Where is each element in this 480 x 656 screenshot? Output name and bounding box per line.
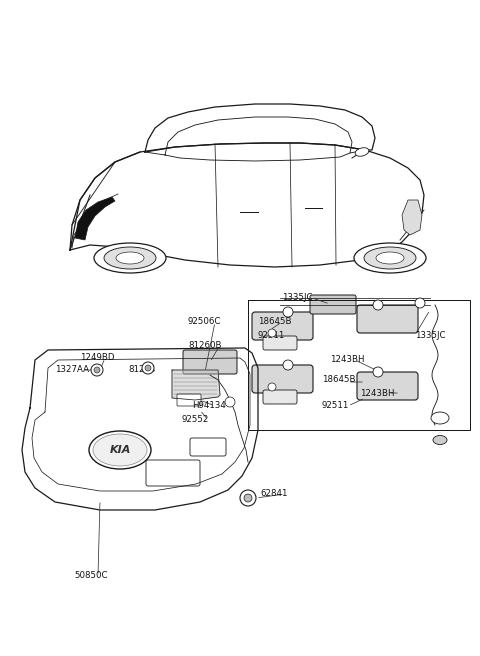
Ellipse shape <box>89 431 151 469</box>
Ellipse shape <box>354 243 426 273</box>
Ellipse shape <box>364 247 416 269</box>
Circle shape <box>225 397 235 407</box>
Text: KIA: KIA <box>109 445 131 455</box>
Text: H94134: H94134 <box>192 401 226 411</box>
FancyBboxPatch shape <box>146 460 200 486</box>
FancyBboxPatch shape <box>177 394 201 406</box>
Text: 62841: 62841 <box>260 489 288 499</box>
Text: 92511: 92511 <box>258 331 286 340</box>
Circle shape <box>283 307 293 317</box>
Circle shape <box>373 300 383 310</box>
Circle shape <box>145 365 151 371</box>
FancyBboxPatch shape <box>357 305 418 333</box>
Text: 18645B: 18645B <box>258 318 291 327</box>
Text: 92552: 92552 <box>182 415 209 424</box>
Text: 1243BH: 1243BH <box>330 356 364 365</box>
FancyBboxPatch shape <box>263 336 297 350</box>
Ellipse shape <box>355 148 369 156</box>
FancyBboxPatch shape <box>252 312 313 340</box>
Polygon shape <box>172 370 220 400</box>
Text: 50850C: 50850C <box>74 571 108 581</box>
Circle shape <box>240 490 256 506</box>
Text: 92506C: 92506C <box>188 318 221 327</box>
FancyBboxPatch shape <box>252 365 313 393</box>
Text: 1335JC: 1335JC <box>282 293 312 302</box>
Circle shape <box>268 383 276 391</box>
Circle shape <box>91 364 103 376</box>
Text: 81224: 81224 <box>128 365 156 375</box>
Text: 1243BH: 1243BH <box>360 388 395 398</box>
Circle shape <box>268 329 276 337</box>
Polygon shape <box>75 197 115 240</box>
FancyBboxPatch shape <box>183 350 237 374</box>
Text: 1327AA: 1327AA <box>55 365 89 375</box>
Text: 18645B: 18645B <box>322 375 356 384</box>
FancyBboxPatch shape <box>263 390 297 404</box>
FancyBboxPatch shape <box>310 295 356 314</box>
Text: 1335JC: 1335JC <box>415 331 445 340</box>
Text: 81260B: 81260B <box>188 340 221 350</box>
Ellipse shape <box>431 412 449 424</box>
Ellipse shape <box>433 436 447 445</box>
Ellipse shape <box>376 252 404 264</box>
Text: 92511: 92511 <box>322 401 349 411</box>
Ellipse shape <box>93 434 147 466</box>
Circle shape <box>244 494 252 502</box>
Circle shape <box>94 367 100 373</box>
Text: 1249BD: 1249BD <box>80 354 115 363</box>
FancyBboxPatch shape <box>190 438 226 456</box>
Ellipse shape <box>104 247 156 269</box>
Polygon shape <box>402 200 422 235</box>
FancyBboxPatch shape <box>357 372 418 400</box>
Ellipse shape <box>116 252 144 264</box>
Circle shape <box>415 298 425 308</box>
Circle shape <box>373 367 383 377</box>
Circle shape <box>283 360 293 370</box>
Circle shape <box>142 362 154 374</box>
Ellipse shape <box>94 243 166 273</box>
